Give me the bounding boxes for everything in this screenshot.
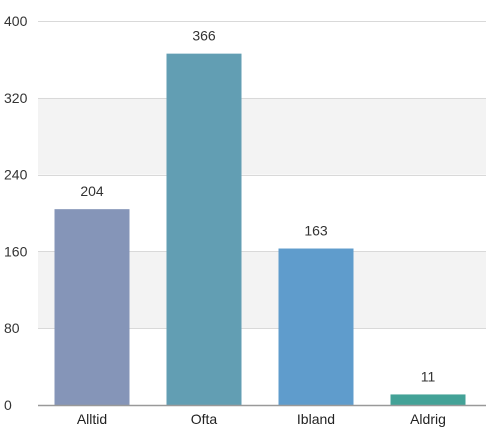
- data-label: 204: [80, 183, 104, 199]
- bar: [54, 209, 130, 405]
- x-tick-label: Ibland: [297, 411, 335, 427]
- bars: [54, 53, 466, 405]
- bar: [390, 394, 466, 405]
- x-tick-label: Aldrig: [410, 411, 446, 427]
- x-tick-label: Ofta: [191, 411, 218, 427]
- y-axis-ticks: 0 80 160 240 320 400: [4, 13, 28, 413]
- data-labels: 204 366 163 11: [80, 28, 435, 385]
- y-tick-label: 320: [4, 90, 28, 106]
- bar: [166, 53, 242, 405]
- x-tick-label: Alltid: [77, 411, 107, 427]
- y-tick-label: 240: [4, 167, 28, 183]
- x-axis-labels: Alltid Ofta Ibland Aldrig: [77, 411, 446, 427]
- background-band: [38, 97, 486, 175]
- data-label: 11: [421, 368, 436, 384]
- data-label: 366: [192, 28, 216, 44]
- background-bands: [38, 21, 486, 405]
- bar: [278, 248, 354, 405]
- y-tick-label: 80: [4, 320, 20, 336]
- y-tick-label: 160: [4, 243, 28, 259]
- y-tick-label: 0: [4, 397, 12, 413]
- y-tick-label: 400: [4, 13, 28, 29]
- background-band: [38, 21, 486, 98]
- data-label: 163: [304, 223, 328, 239]
